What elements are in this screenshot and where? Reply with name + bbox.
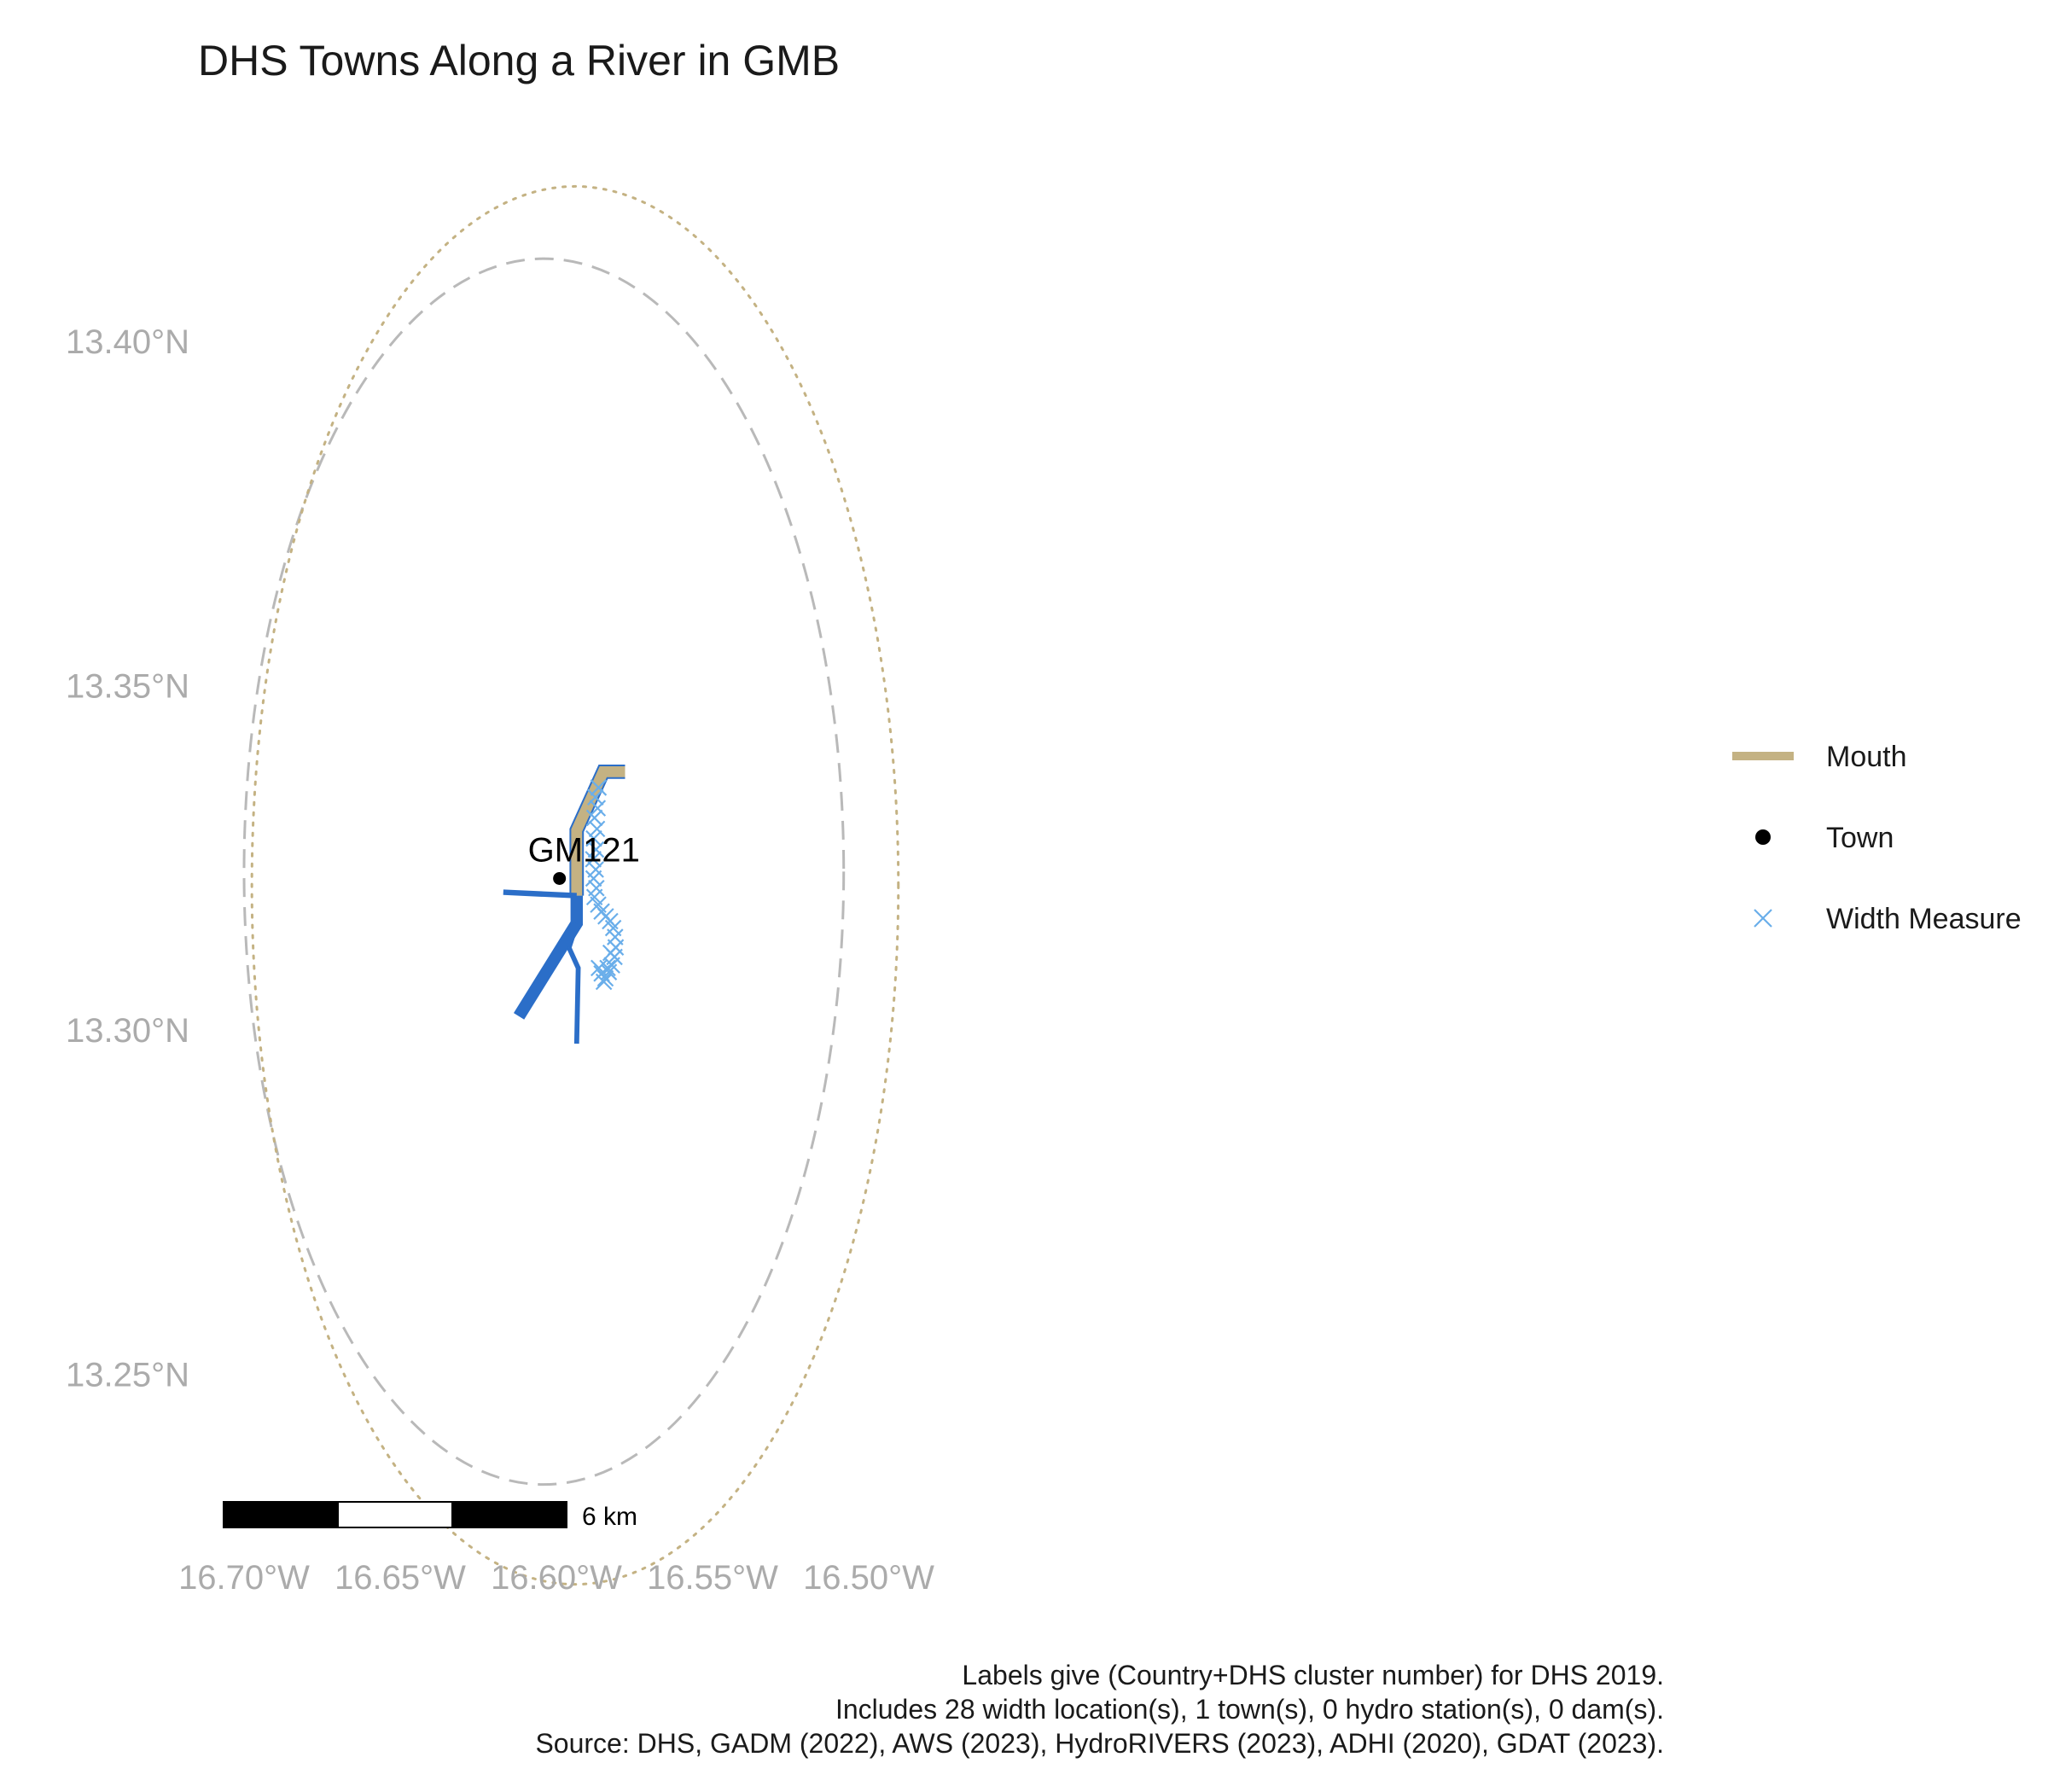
width-measure-point [585, 829, 602, 847]
caption-line: Source: DHS, GADM (2022), AWS (2023), Hy… [535, 1728, 1664, 1759]
river-segment-2 [513, 895, 583, 1020]
river-segment-4 [566, 946, 581, 1044]
scale-bar-segment [337, 1501, 453, 1528]
width-measure-point [587, 841, 605, 858]
town-layer: GM121 [528, 831, 640, 885]
y-tick-label: 13.25°N [66, 1357, 189, 1394]
legend-label: Town [1826, 822, 1894, 854]
width-measure-point [585, 851, 602, 868]
town-label: GM121 [528, 831, 640, 869]
river-layer [503, 765, 625, 1044]
scale-bar: 6 km [223, 1501, 637, 1531]
y-tick-label: 13.30°N [66, 1012, 189, 1050]
width-measure-point [585, 870, 602, 887]
buffer-dashed [242, 257, 846, 1487]
legend-label: Width Measure [1826, 903, 2022, 935]
town-point [553, 871, 567, 885]
river-segment-3 [566, 922, 579, 949]
width-measure-point [589, 800, 607, 817]
width-measure-layer [585, 779, 625, 991]
x-axis: 16.70°W 16.65°W 16.60°W 16.55°W 16.50°W [178, 1559, 934, 1597]
legend-item-width: Width Measure [1754, 903, 2022, 935]
width-measure-point [599, 959, 616, 977]
legend-item-mouth: Mouth [1732, 741, 1907, 773]
width-measure-point [602, 944, 620, 962]
width-measure-point [586, 788, 604, 806]
legend-label: Mouth [1826, 741, 1907, 773]
caption: Labels give (Country+DHS cluster number)… [535, 1660, 1664, 1759]
width-measure-point [590, 779, 608, 796]
buffer-layer [242, 184, 900, 1586]
caption-line: Includes 28 width location(s), 1 town(s)… [835, 1694, 1664, 1725]
x-tick-label: 16.55°W [647, 1559, 778, 1597]
width-measure-point [585, 809, 603, 827]
legend-item-town: Town [1755, 822, 1894, 854]
x-tick-label: 16.50°W [803, 1559, 934, 1597]
river-segment-1 [503, 889, 577, 899]
x-tick-label: 16.60°W [491, 1559, 622, 1597]
legend-key-dot [1755, 829, 1771, 845]
map-title: DHS Towns Along a River in GMB [198, 37, 840, 84]
caption-line: Labels give (Country+DHS cluster number)… [962, 1660, 1664, 1690]
legend-key-cross [1754, 909, 1772, 928]
scale-bar-segment [451, 1501, 567, 1528]
width-measure-point [595, 973, 613, 991]
width-measure-point [588, 820, 606, 838]
legend: Mouth Town Width Measure [1732, 741, 2022, 935]
y-tick-label: 13.35°N [66, 668, 189, 706]
scale-bar-segment [223, 1501, 339, 1528]
scale-bar-label: 6 km [582, 1503, 637, 1531]
y-tick-label: 13.40°N [66, 323, 189, 361]
y-axis: 13.40°N 13.35°N 13.30°N 13.25°N [66, 323, 189, 1394]
x-tick-label: 16.65°W [335, 1559, 466, 1597]
buffer-dotted [250, 184, 900, 1586]
width-measure-point [590, 959, 608, 977]
x-tick-label: 16.70°W [178, 1559, 310, 1597]
